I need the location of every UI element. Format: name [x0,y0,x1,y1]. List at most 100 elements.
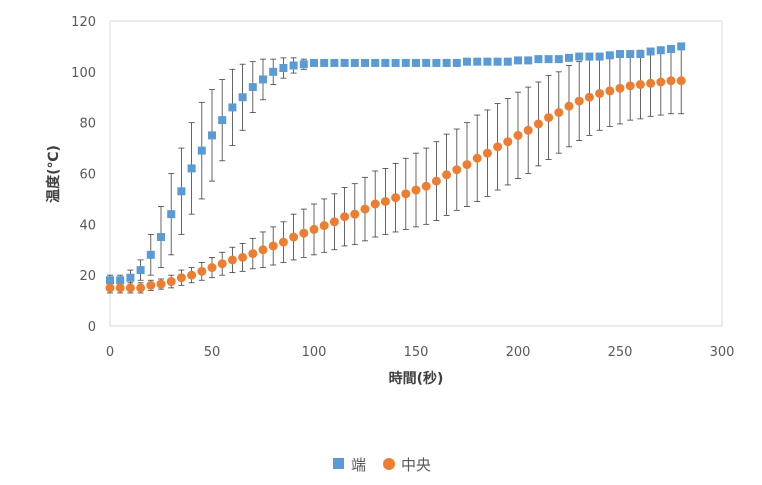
data-point-square [585,52,594,61]
data-point-square [422,58,431,67]
x-axis-title: 時間(秒) [389,370,444,387]
data-point-circle [544,113,554,123]
data-point-circle [595,88,605,98]
data-point-circle [411,185,421,195]
y-tick-labels: 0 20 40 60 80 100 120 [71,15,96,335]
data-point-square [544,55,553,64]
data-point-circle [523,125,533,135]
data-point-circle [360,204,370,214]
data-point-circle [105,283,115,293]
data-point-circle [493,142,503,152]
data-point-circle [615,83,625,93]
data-point-square [330,58,339,67]
data-point-circle [319,221,329,231]
x-tick-label: 100 [302,345,327,360]
data-point-circle [238,252,248,262]
plot-area-border [109,20,723,327]
data-point-square [106,276,114,285]
data-point-circle [370,199,380,209]
data-point-circle [482,148,492,158]
data-point-square [442,58,451,67]
x-tick-label: 150 [404,345,429,360]
data-point-square [279,64,288,73]
data-point-circle [635,80,645,90]
y-tick-label: 40 [79,218,96,233]
y-tick-label: 60 [79,168,96,183]
data-point-circle [513,130,523,140]
data-point-circle [584,92,594,102]
data-point-square [575,52,584,61]
data-point-square [248,83,257,92]
data-point-circle [136,283,146,293]
data-point-circle [278,237,288,247]
data-point-circle [380,196,390,206]
legend-label: 端 [351,456,366,474]
data-point-square [238,93,247,102]
data-point-square [361,58,369,67]
data-point-circle [309,224,319,234]
data-point-circle [625,81,635,91]
data-point-square [473,57,482,66]
data-point-square [157,233,165,242]
x-tick-labels: 0 50 100 150 200 250 300 [106,345,735,360]
data-point-circle [554,108,564,117]
y-tick-label: 80 [79,117,96,132]
data-point-square [126,273,135,282]
data-point-circle [533,119,543,129]
data-point-square [289,61,298,70]
data-point-square [524,56,533,65]
x-tick-label: 300 [710,345,735,360]
data-point-square [483,57,492,66]
legend-marker-square [333,458,344,469]
data-point-circle [268,241,278,251]
data-point-square [636,50,645,59]
data-point-square [626,50,635,59]
data-point-square [432,58,441,67]
data-point-circle [207,263,217,273]
data-point-square [259,75,267,84]
data-point-square [605,51,614,60]
data-point-circle [146,280,156,290]
data-point-square [167,210,176,219]
data-point-circle [299,228,309,238]
data-point-square [340,58,349,67]
data-point-square [616,50,624,59]
data-point-square [565,53,573,62]
data-point-square [667,44,675,53]
data-point-circle [472,153,482,163]
data-point-square [208,131,216,140]
data-point-circle [646,78,656,88]
data-point-square [146,250,155,259]
data-point-square [299,60,308,69]
data-point-square [381,58,390,67]
x-tick-label: 0 [106,345,114,360]
data-point-square [197,146,206,155]
data-point-circle [431,176,441,186]
data-point-circle [462,160,472,170]
data-point-square [412,58,420,67]
y-tick-label: 0 [88,320,96,335]
data-point-circle [115,283,125,293]
data-point-square [534,55,543,64]
data-point-square [463,57,471,66]
data-point-circle [227,255,237,265]
data-point-circle [391,193,401,203]
data-point-square [218,116,227,125]
data-point-square [269,67,278,76]
data-point-circle [329,217,339,227]
data-point-circle [289,232,299,242]
data-point-circle [176,273,186,283]
data-point-circle [217,259,227,269]
data-point-square [320,58,329,67]
legend-marker-circle [383,458,395,470]
data-point-square [401,58,410,67]
data-point-square [554,55,563,64]
data-point-circle [350,209,360,219]
data-point-square [116,276,125,285]
data-point-square [350,58,359,67]
x-tick-label: 200 [506,345,531,360]
data-point-square [228,103,237,112]
data-point-square [595,52,604,61]
